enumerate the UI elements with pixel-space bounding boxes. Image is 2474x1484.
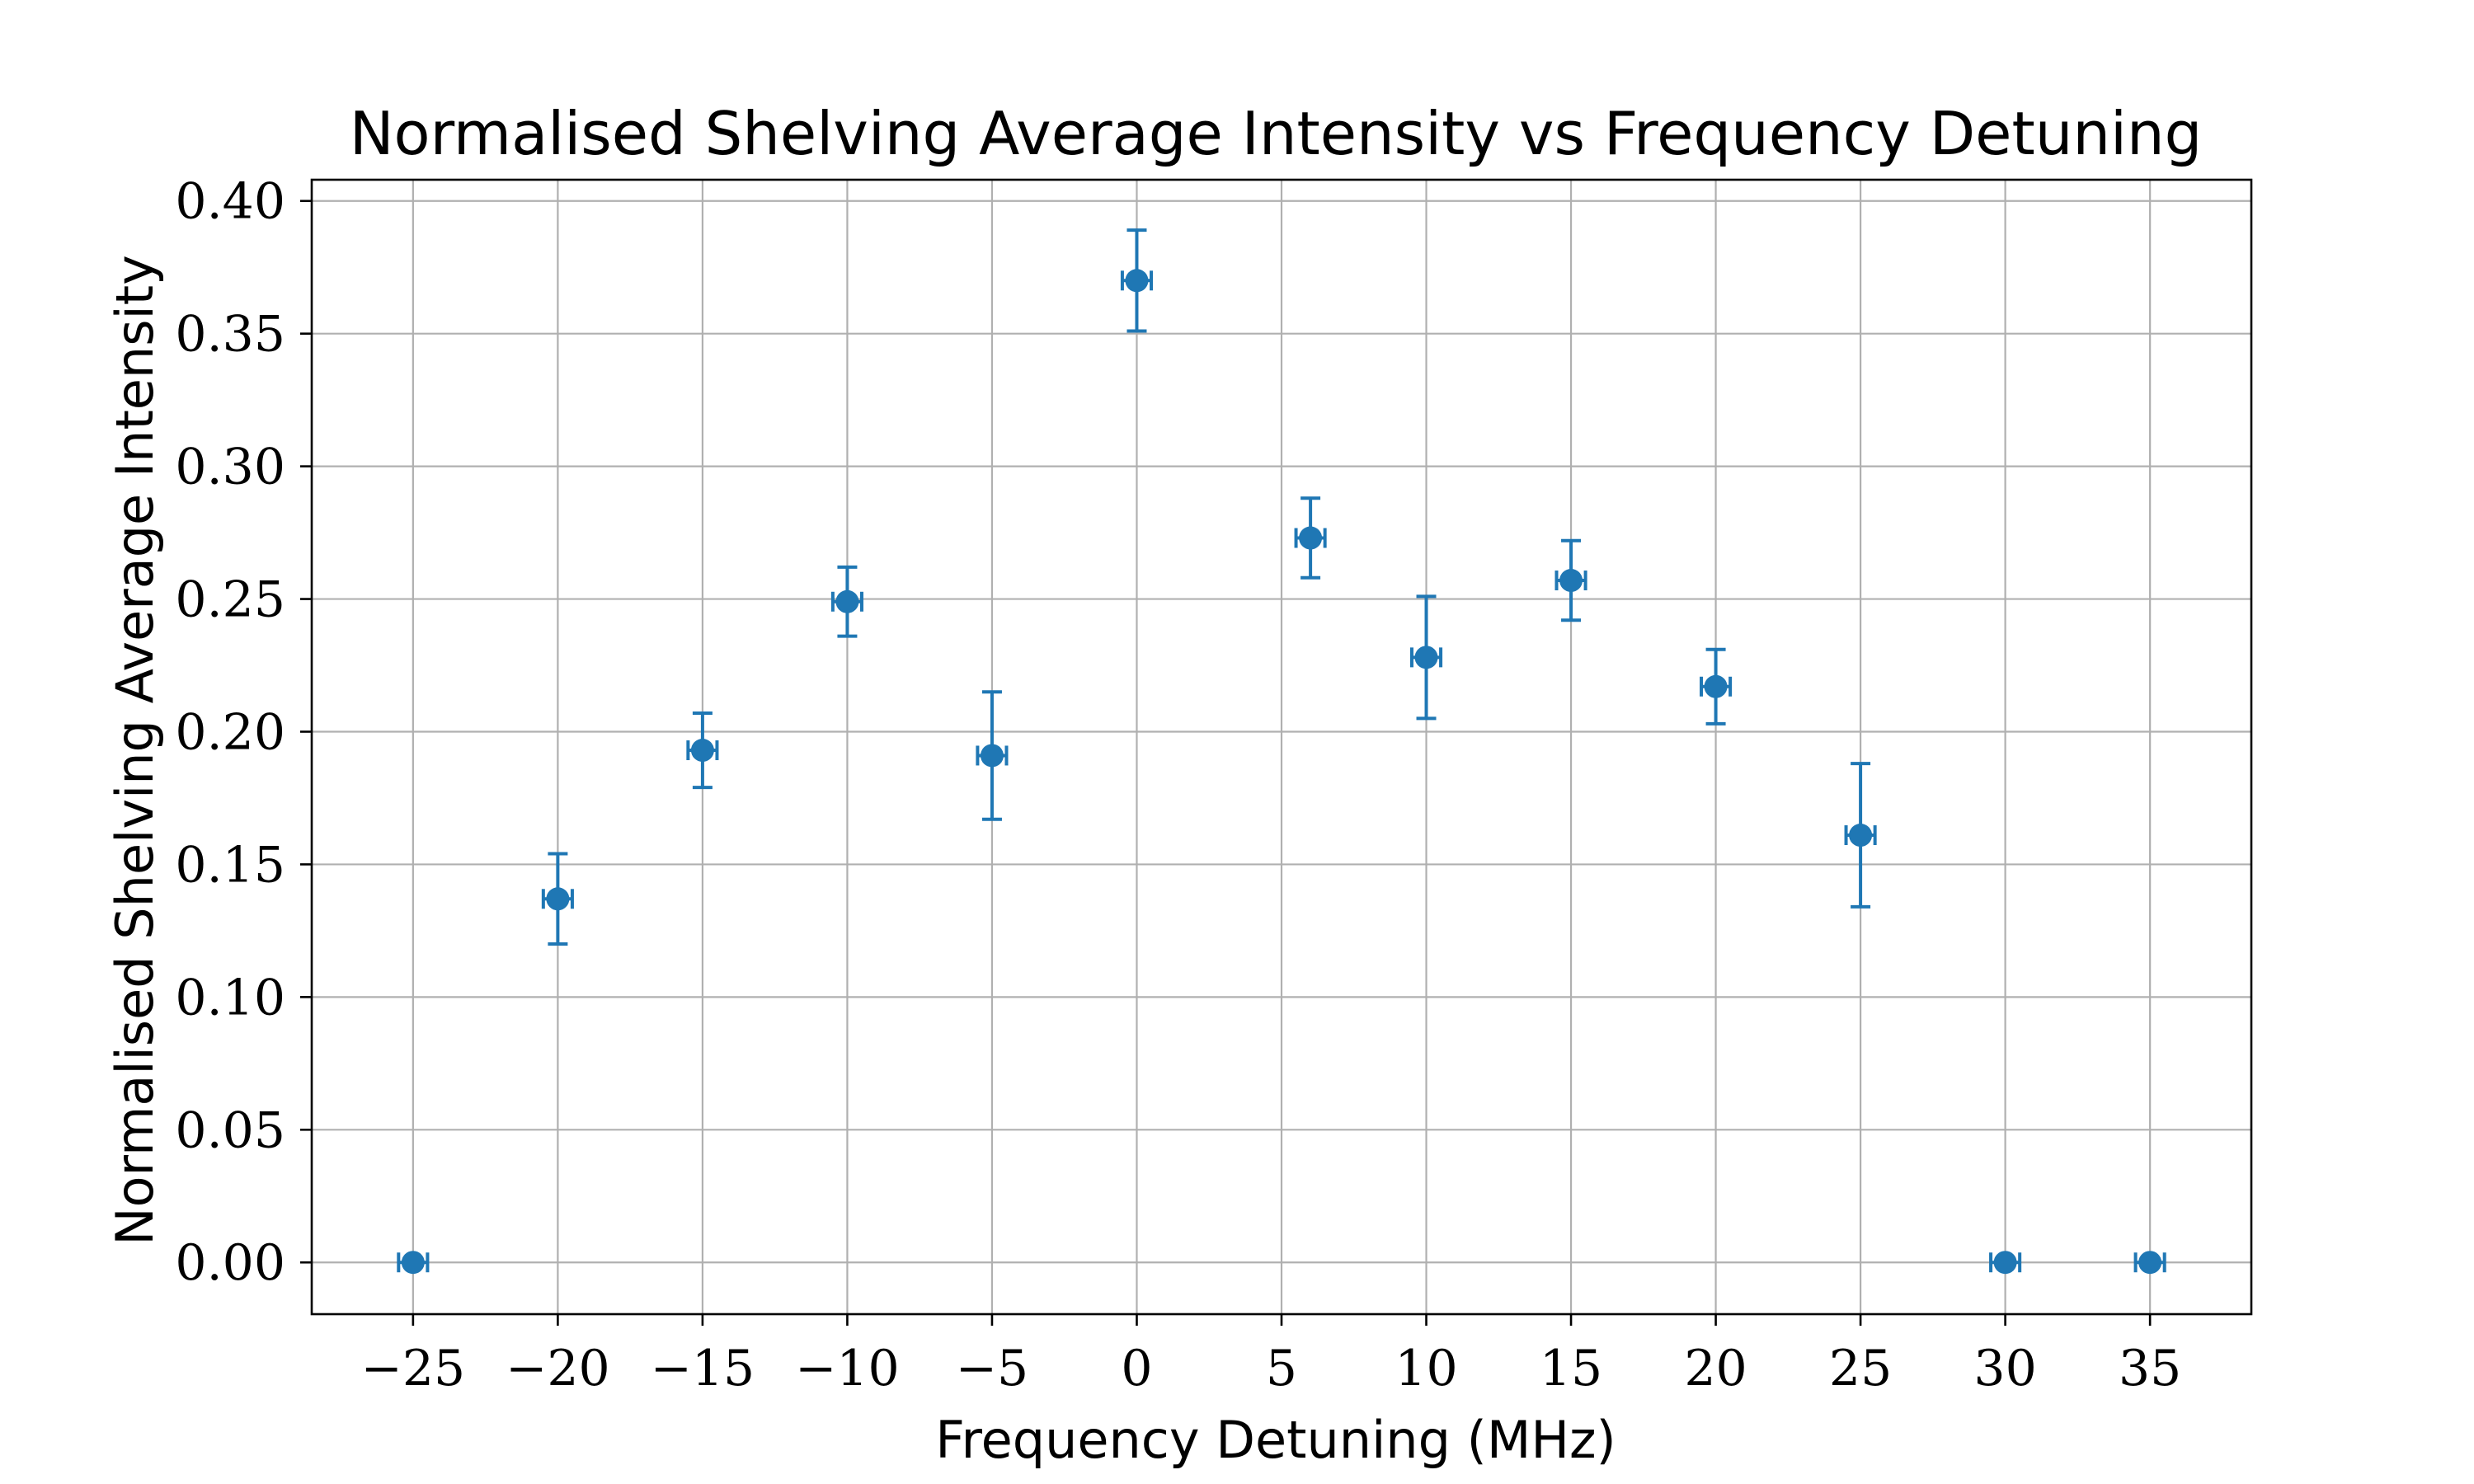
data-point-group (1120, 228, 1154, 333)
data-point-group (686, 711, 719, 790)
data-point (1299, 526, 1323, 550)
data-point (1704, 674, 1728, 698)
x-tick-label: 25 (1829, 1340, 1892, 1397)
data-point (980, 744, 1004, 768)
data-point-group (397, 1251, 430, 1275)
y-tick-label: 0.00 (175, 1234, 285, 1292)
data-point-group (2133, 1251, 2166, 1275)
x-tick-label: 0 (1121, 1340, 1152, 1397)
data-point (1993, 1251, 2017, 1275)
data-point (2138, 1251, 2162, 1275)
data-point (835, 589, 859, 613)
grid-lines (312, 180, 2251, 1314)
x-tick-label: 15 (1540, 1340, 1602, 1397)
y-tick-label: 0.30 (175, 439, 285, 496)
data-point (1414, 646, 1438, 669)
y-tick-label: 0.25 (175, 571, 285, 629)
x-tick-label: 20 (1684, 1340, 1747, 1397)
y-axis: 0.00 0.05 0.10 0.15 0.20 0.25 0.30 0.35 0.40 (175, 173, 312, 1292)
y-axis-label: Normalised Shelving Average Intensity (105, 255, 165, 1246)
y-tick-label: 0.05 (175, 1101, 285, 1159)
y-tick-label: 0.35 (175, 306, 285, 364)
x-axis: −25 −20 −15 −10 −5 0 5 10 15 20 25 30 35 (361, 1314, 2181, 1397)
x-tick-label: 35 (2119, 1340, 2181, 1397)
data-point-group (1700, 647, 1733, 726)
x-tick-label: −20 (506, 1340, 610, 1397)
x-tick-label: −5 (956, 1340, 1028, 1397)
data-point-group (1554, 538, 1587, 622)
data-point-group (541, 852, 574, 946)
data-point (546, 887, 570, 911)
x-axis-label: Frequency Detuning (MHz) (935, 1410, 1616, 1470)
data-point-group (976, 690, 1009, 821)
x-tick-label: 5 (1266, 1340, 1297, 1397)
x-tick-label: −15 (651, 1340, 755, 1397)
data-point-group (830, 565, 863, 638)
data-point (1559, 569, 1583, 593)
data-point (401, 1251, 425, 1275)
data-point (690, 739, 714, 763)
data-point-group (1409, 594, 1443, 721)
data-point (1849, 824, 1873, 848)
x-tick-label: −10 (795, 1340, 900, 1397)
x-tick-label: −25 (361, 1340, 466, 1397)
y-tick-label: 0.10 (175, 969, 285, 1026)
chart-title: Normalised Shelving Average Intensity vs… (350, 99, 2203, 168)
y-tick-label: 0.15 (175, 836, 285, 894)
data-point-group (1989, 1251, 2022, 1275)
data-point-group (1844, 762, 1877, 909)
y-tick-label: 0.40 (175, 173, 285, 231)
data-point (1125, 269, 1149, 293)
x-tick-label: 30 (1973, 1340, 2036, 1397)
data-point-group (1294, 496, 1327, 580)
y-tick-label: 0.20 (175, 703, 285, 761)
data-series (397, 228, 2166, 1275)
x-tick-label: 10 (1395, 1340, 1457, 1397)
